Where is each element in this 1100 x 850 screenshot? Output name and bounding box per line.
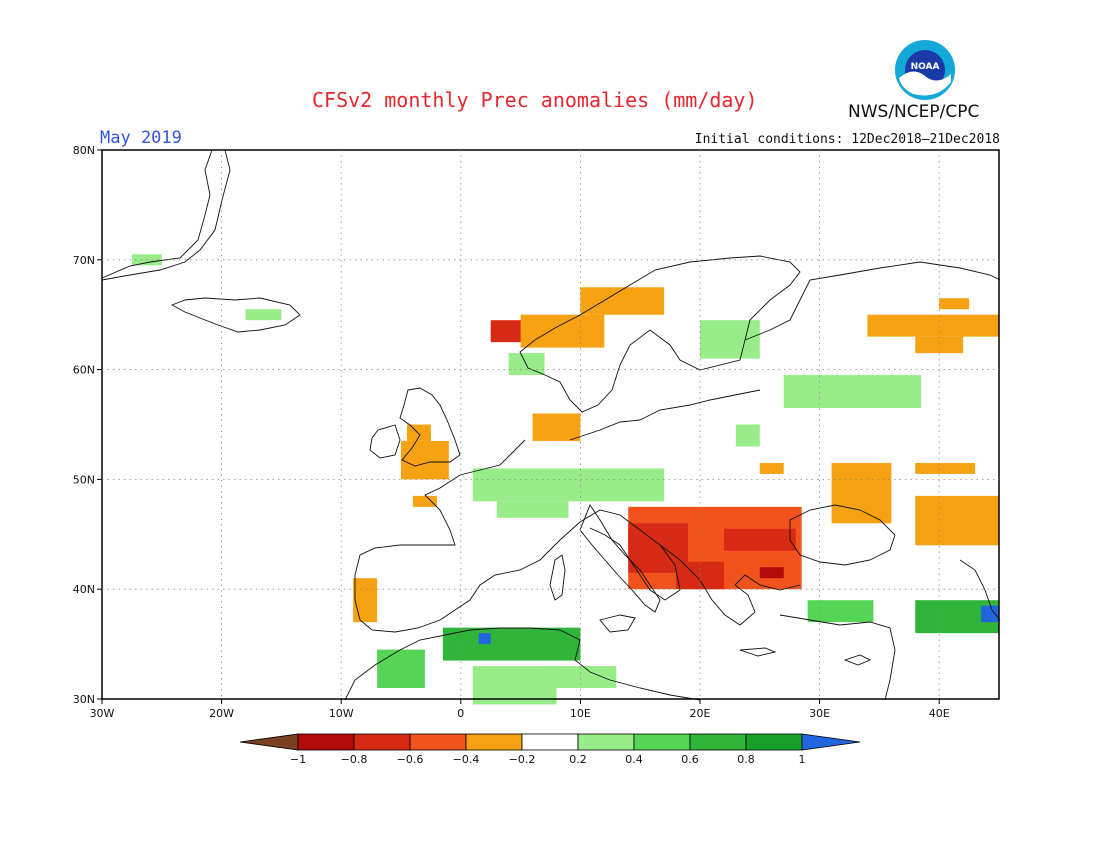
anomaly-cell [472,666,557,705]
anomaly-cell [759,567,784,579]
anomaly-cells [131,254,999,705]
anomaly-cell [520,314,605,348]
lat-tick-label: 50N [73,473,95,486]
forecast-month: May 2019 [100,128,182,148]
anomaly-cell [412,495,437,507]
colorbar-swatch [353,733,411,751]
colorbar-label: 0.2 [569,753,587,766]
logo-text: NOAA [911,62,940,72]
colorbar-label: −1 [290,753,306,766]
colorbar-swatch [409,733,467,751]
anomaly-cell [401,440,449,480]
anomaly-cell [915,462,976,474]
lon-tick-label: 10W [329,707,354,720]
anomaly-cell [700,320,760,359]
colorbar-label: −0.4 [453,753,480,766]
axis-ticks: 30W 20W 10W 0 10E 20E 30E 40E 30N 40N 50N 60N 70N 80N [73,144,950,720]
anomaly-cell [442,627,581,661]
colorbar: −1 −0.8 −0.6 −0.4 −0.2 0.2 0.4 0.6 0.8 1 [239,733,861,766]
anomaly-cell [759,462,784,474]
anomaly-cell [532,413,581,441]
lat-tick-label: 60N [73,364,95,377]
anomaly-cell [377,649,425,689]
anomaly-cell [807,600,874,623]
anomaly-cell [915,336,964,354]
colorbar-swatch [689,733,747,751]
anomaly-cell [580,287,665,315]
anomaly-cell [496,501,569,518]
noaa-logo-icon: NOAA [895,40,955,100]
lon-tick-label: 0 [457,707,464,720]
colorbar-swatch [465,733,523,751]
anomaly-cell [723,528,796,551]
anomaly-cell [508,353,545,376]
chart-title: CFSv2 monthly Prec anomalies (mm/day) [312,88,758,112]
anomaly-cell [478,633,491,645]
colorbar-label: 0.8 [737,753,755,766]
colorbar-swatch [633,733,691,751]
agency-label: NWS/NCEP/CPC [848,102,980,122]
anomaly-cell [867,314,999,337]
anomaly-cell [831,462,892,524]
colorbar-arrow-high [801,733,861,751]
colorbar-swatch [521,733,579,751]
anomaly-cell [783,375,922,409]
lat-tick-label: 40N [73,583,95,596]
anomaly-cell [544,666,617,689]
lon-tick-label: 30W [90,707,115,720]
lon-tick-label: 20W [209,707,234,720]
anomaly-cell [735,424,760,447]
lat-tick-label: 70N [73,254,95,267]
colorbar-label: −0.2 [509,753,536,766]
graticule [102,150,999,699]
anomaly-cell [915,495,999,546]
colorbar-label: 0.6 [681,753,699,766]
colorbar-arrow-low [239,733,299,751]
lon-tick-label: 30E [809,707,830,720]
anomaly-cell [939,298,970,310]
lon-tick-label: 10E [570,707,591,720]
anomaly-cell [981,605,999,623]
colorbar-label: 1 [799,753,806,766]
colorbar-label: 0.4 [625,753,643,766]
colorbar-swatch [297,733,355,751]
colorbar-swatch [745,733,803,751]
anomaly-cell [406,424,431,441]
anomaly-cell [472,468,665,502]
lon-tick-label: 40E [929,707,950,720]
anomaly-cell [245,309,282,321]
colorbar-label: −0.6 [397,753,424,766]
initial-conditions: Initial conditions: 12Dec2018–21Dec2018 [694,132,1000,147]
colorbar-label: −0.8 [341,753,368,766]
lat-tick-label: 30N [73,693,95,706]
lon-tick-label: 20E [690,707,711,720]
anomaly-cell [353,578,378,623]
colorbar-swatch [577,733,635,751]
lat-tick-label: 80N [73,144,95,157]
map-frame [101,149,1000,700]
